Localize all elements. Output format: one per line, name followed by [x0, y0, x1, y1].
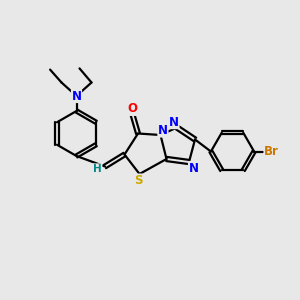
Text: N: N: [188, 161, 199, 175]
Text: N: N: [158, 124, 168, 137]
Text: S: S: [134, 174, 142, 187]
Text: Br: Br: [264, 145, 279, 158]
Text: N: N: [169, 116, 179, 129]
Text: H: H: [93, 164, 102, 174]
Text: N: N: [71, 89, 82, 103]
Text: O: O: [128, 102, 138, 116]
